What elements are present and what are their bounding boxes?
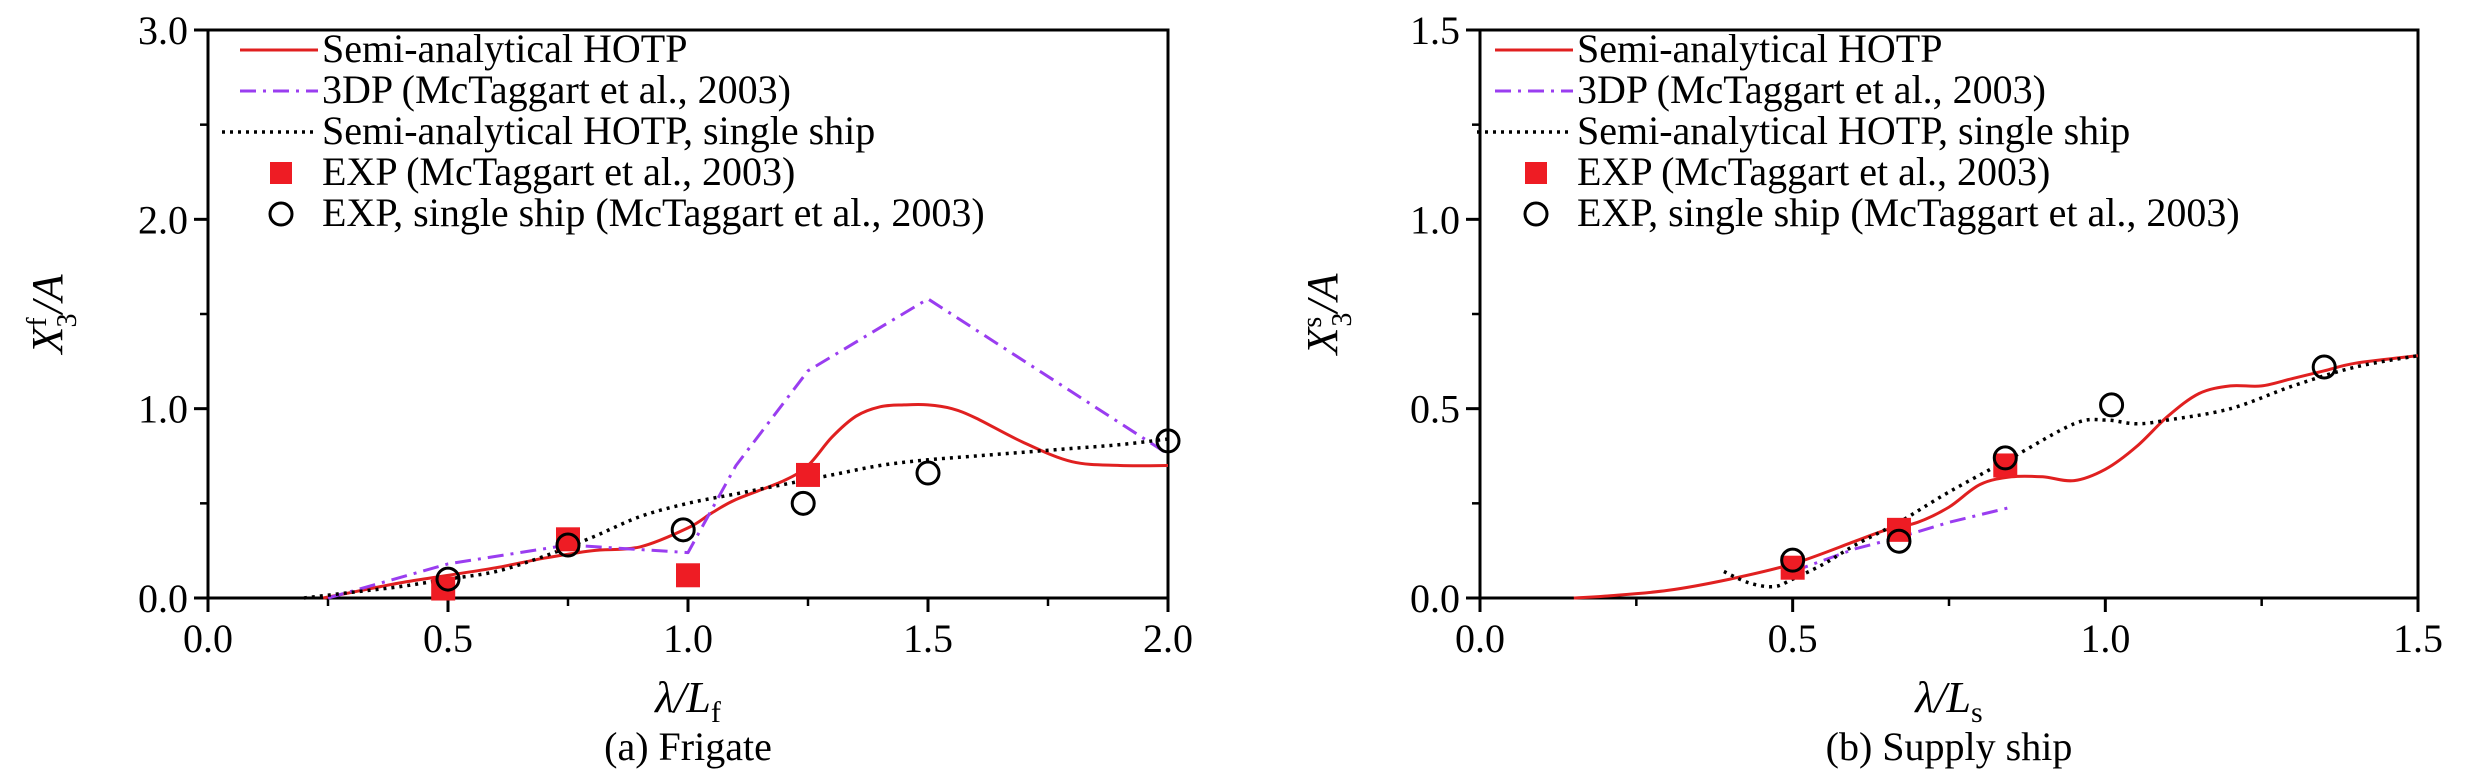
y-tick-label: 0.0 <box>1410 576 1460 621</box>
exp-single-circle-point <box>790 490 816 516</box>
x-axis-label-main: λ/L <box>1913 673 1971 722</box>
exp-single-circle-point <box>915 460 941 486</box>
y-axis-label: Xs3/A <box>1297 272 1358 356</box>
x-tick-label: 0.5 <box>1768 616 1818 661</box>
x-tick-label: 0.0 <box>183 616 233 661</box>
y-axis-label: Xf3/A <box>22 273 83 355</box>
y-tick-label: 2.0 <box>138 197 188 242</box>
x-tick-label: 0.5 <box>423 616 473 661</box>
chart-caption: (a) Frigate <box>604 724 772 769</box>
series-line-solid <box>1573 354 2418 600</box>
exp-single-circle-point <box>1780 547 1806 573</box>
x-axis-label: λ/Ls <box>1913 673 1982 729</box>
y-axis-label-main: X <box>23 325 72 356</box>
exp-single-circle-point <box>1992 445 2018 471</box>
x-tick-label: 1.5 <box>2393 616 2443 661</box>
y-tick-label: 1.0 <box>1410 197 1460 242</box>
y-axis-label-superscript: s <box>1297 317 1328 328</box>
y-axis-label-superscript: f <box>22 317 53 327</box>
exp-single-circle-point <box>1886 528 1912 554</box>
x-tick-label: 1.0 <box>2080 616 2130 661</box>
legend-entry-label: EXP (McTaggart et al., 2003) <box>322 149 795 194</box>
y-tick-label: 1.5 <box>1410 8 1460 53</box>
x-axis-label: λ/Lf <box>653 673 721 729</box>
legend-entry-label: Semi-analytical HOTP <box>322 26 687 71</box>
exp-single-circle-point <box>670 517 696 543</box>
x-tick-label: 1.0 <box>663 616 713 661</box>
y-axis-label-tail: /A <box>1298 272 1347 315</box>
series-group <box>303 297 1168 600</box>
legend-entry-label: Semi-analytical HOTP, single ship <box>322 108 875 153</box>
chart-panel-frigate: 0.0 0.5 1.0 1.5 2.0 0.0 1.0 2.0 3.0 Semi-analytic… <box>22 8 1193 769</box>
exp-square-point <box>796 462 820 487</box>
legend-swatch-square <box>1525 162 1547 184</box>
legend-entry-label: EXP, single ship (McTaggart et al., 2003… <box>1577 190 2240 235</box>
x-axis-label-subscript: f <box>711 696 721 729</box>
legend-entry-label: 3DP (McTaggart et al., 2003) <box>322 67 791 112</box>
legend-swatch-circle <box>268 201 294 227</box>
exp-square-point <box>676 563 700 588</box>
y-tick-label: 0.5 <box>1410 387 1460 432</box>
y-axis-label-subscript: 3 <box>52 313 83 327</box>
legend-entry-label: Semi-analytical HOTP, single ship <box>1577 108 2130 153</box>
y-axis-label-tail: /A <box>23 273 72 316</box>
chart-caption: (b) Supply ship <box>1826 724 2073 769</box>
legend-entry-label: EXP, single ship (McTaggart et al., 2003… <box>322 190 985 235</box>
chart-panel-supply-ship: 0.0 0.5 1.0 1.5 0.0 0.5 1.0 1.5 Semi-analytical … <box>1297 8 2443 769</box>
series-line-dashdot <box>327 297 1168 600</box>
exp-single-circle-point <box>555 532 581 558</box>
legend-entry-label: Semi-analytical HOTP <box>1577 26 1942 71</box>
legend-swatch-circle <box>1523 201 1549 227</box>
x-axis-label-main: λ/L <box>653 673 711 722</box>
x-axis-label-subscript: s <box>1971 696 1983 729</box>
legend-swatch-square <box>270 162 292 184</box>
y-axis-label-subscript: 3 <box>1327 313 1358 327</box>
y-tick-label: 1.0 <box>138 387 188 432</box>
x-tick-label: 1.5 <box>903 616 953 661</box>
y-axis-label-main: X <box>1298 325 1347 356</box>
exp-single-circle-point <box>1155 428 1181 454</box>
series-line-dotted <box>303 437 1168 600</box>
y-tick-label: 3.0 <box>138 8 188 53</box>
y-tick-label: 0.0 <box>138 576 188 621</box>
exp-single-circle-point <box>435 566 461 592</box>
x-tick-label: 2.0 <box>1143 616 1193 661</box>
exp-single-circle-point <box>2099 392 2125 418</box>
x-tick-label: 0.0 <box>1455 616 1505 661</box>
exp-single-circle-point <box>2311 354 2337 380</box>
legend-entry-label: EXP (McTaggart et al., 2003) <box>1577 149 2050 194</box>
legend-entry-label: 3DP (McTaggart et al., 2003) <box>1577 67 2046 112</box>
